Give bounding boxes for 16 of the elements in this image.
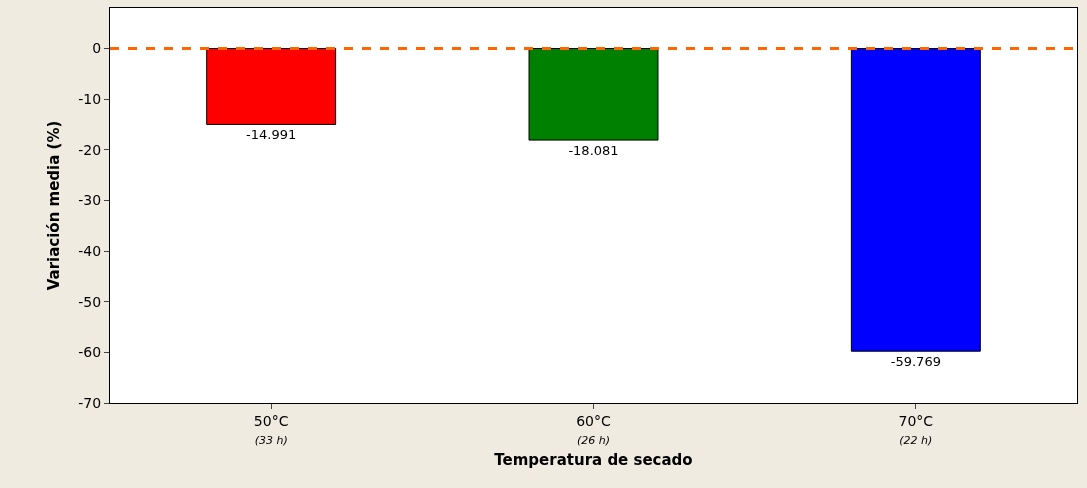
y-tick-label: -20: [78, 141, 102, 158]
y-tick-label: 0: [92, 40, 102, 57]
y-axis-title: Variación media (%): [44, 120, 63, 291]
y-tick-label: -60: [78, 344, 102, 361]
data-label: -59.769: [890, 354, 941, 370]
y-tick-label: -30: [78, 192, 102, 209]
x-axis-title: Temperatura de secado: [494, 451, 693, 469]
y-tick-label: -50: [78, 293, 102, 310]
x-tick-label: 70°C (22 h): [898, 412, 934, 447]
x-tick-label: 50°C (33 h): [253, 412, 289, 447]
x-tick-label: 60°C (26 h): [576, 412, 612, 447]
data-label: -14.991: [246, 127, 297, 143]
y-tick-label: -10: [78, 91, 102, 108]
y-tick-label: -70: [78, 394, 102, 411]
data-label: -18.081: [568, 143, 619, 159]
y-tick-label: -40: [78, 242, 102, 259]
